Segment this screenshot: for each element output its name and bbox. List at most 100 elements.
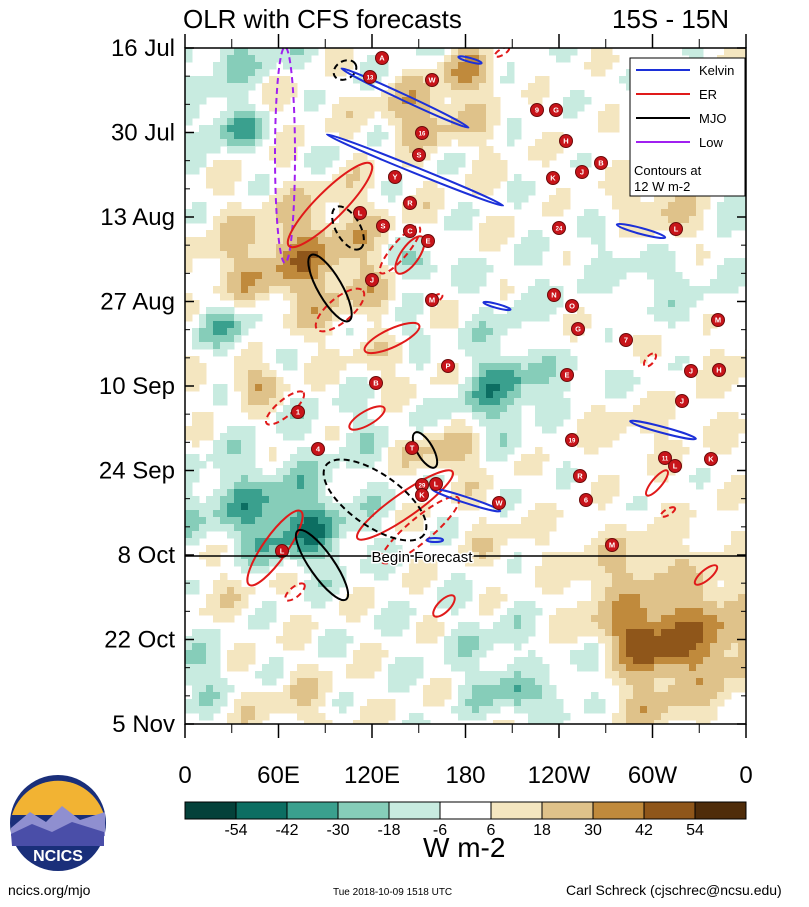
field-cell xyxy=(528,629,536,637)
field-cell xyxy=(283,195,291,203)
field-cell xyxy=(514,419,522,427)
field-cell xyxy=(507,559,515,567)
field-cell xyxy=(542,699,550,707)
field-cell xyxy=(213,587,221,595)
field-cell xyxy=(556,468,564,476)
field-cell xyxy=(367,202,375,210)
field-cell xyxy=(325,475,333,483)
field-cell xyxy=(311,321,319,329)
forecast-marker: Begin Forecast xyxy=(185,548,746,568)
field-cell xyxy=(423,209,431,217)
field-cell xyxy=(458,692,466,700)
field-cell xyxy=(682,678,690,686)
field-cell xyxy=(346,237,354,245)
field-cell xyxy=(269,251,277,259)
field-cell xyxy=(227,601,235,609)
field-cell xyxy=(346,517,354,525)
field-cell xyxy=(290,153,298,161)
field-cell xyxy=(514,664,522,672)
field-cell xyxy=(521,657,529,665)
field-cell xyxy=(675,573,683,581)
field-cell xyxy=(738,279,746,287)
field-cell xyxy=(325,573,333,581)
field-cell xyxy=(241,356,249,364)
field-cell xyxy=(591,405,599,413)
field-cell xyxy=(402,615,410,623)
field-cell xyxy=(563,202,571,210)
field-cell xyxy=(640,349,648,357)
field-cell xyxy=(479,538,487,546)
field-cell xyxy=(332,307,340,315)
field-cell xyxy=(479,125,487,133)
field-cell xyxy=(696,636,704,644)
field-cell xyxy=(234,97,242,105)
field-cell xyxy=(465,132,473,140)
field-cell xyxy=(647,545,655,553)
field-cell xyxy=(297,202,305,210)
field-cell xyxy=(311,335,319,343)
field-cell xyxy=(325,678,333,686)
field-cell xyxy=(528,293,536,301)
field-cell xyxy=(269,496,277,504)
field-cell xyxy=(717,615,725,623)
field-cell xyxy=(521,237,529,245)
field-cell xyxy=(654,426,662,434)
storm-marker: J xyxy=(575,165,589,179)
field-cell xyxy=(325,272,333,280)
field-cell xyxy=(535,531,543,539)
field-cell xyxy=(360,293,368,301)
field-cell xyxy=(549,524,557,532)
field-cell xyxy=(731,433,739,441)
field-cell xyxy=(633,720,641,724)
field-cell xyxy=(465,321,473,329)
field-cell xyxy=(542,209,550,217)
field-cell xyxy=(346,251,354,259)
field-cell xyxy=(248,279,256,287)
field-cell xyxy=(318,699,326,707)
field-cell xyxy=(696,622,704,630)
field-cell xyxy=(241,601,249,609)
field-cell xyxy=(507,685,515,693)
field-cell xyxy=(227,307,235,315)
field-cell xyxy=(591,545,599,553)
field-cell xyxy=(416,48,424,56)
field-cell xyxy=(521,363,529,371)
field-cell xyxy=(402,461,410,469)
field-cell xyxy=(444,223,452,231)
field-cell xyxy=(437,188,445,196)
field-cell xyxy=(276,524,284,532)
colorbar-level-label: 30 xyxy=(584,822,602,839)
field-cell xyxy=(549,559,557,567)
storm-symbol xyxy=(405,441,419,455)
field-cell xyxy=(276,489,284,497)
field-cell xyxy=(353,510,361,518)
storm-marker: O xyxy=(565,299,579,313)
field-cell xyxy=(479,643,487,651)
field-cell xyxy=(696,720,704,724)
storm-label: H xyxy=(563,137,568,146)
field-cell xyxy=(318,559,326,567)
field-cell xyxy=(227,293,235,301)
field-cell xyxy=(374,139,382,147)
field-cell xyxy=(556,580,564,588)
field-cell xyxy=(206,636,214,644)
field-cell xyxy=(514,118,522,126)
field-cell xyxy=(206,503,214,511)
field-cell xyxy=(437,167,445,175)
field-cell xyxy=(185,496,193,504)
field-cell xyxy=(255,671,263,679)
field-cell xyxy=(276,391,284,399)
field-cell xyxy=(514,398,522,406)
storm-symbol xyxy=(675,394,689,408)
field-cell xyxy=(311,664,319,672)
field-cell xyxy=(486,391,494,399)
field-cell xyxy=(318,538,326,546)
field-cell xyxy=(507,307,515,315)
field-cell xyxy=(500,286,508,294)
field-cell xyxy=(192,412,200,420)
field-cell xyxy=(360,454,368,462)
field-cell xyxy=(227,510,235,518)
field-cell xyxy=(220,244,228,252)
field-cell xyxy=(738,650,746,658)
field-cell xyxy=(647,244,655,252)
